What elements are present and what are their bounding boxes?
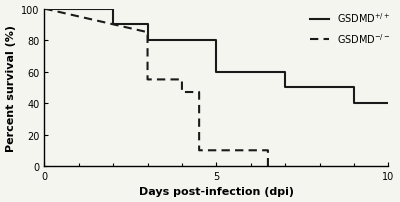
Legend: GSDMD$^{+/+}$, GSDMD$^{-/-}$: GSDMD$^{+/+}$, GSDMD$^{-/-}$: [310, 11, 390, 45]
X-axis label: Days post-infection (dpi): Days post-infection (dpi): [139, 186, 294, 197]
Y-axis label: Percent survival (%): Percent survival (%): [6, 25, 16, 151]
